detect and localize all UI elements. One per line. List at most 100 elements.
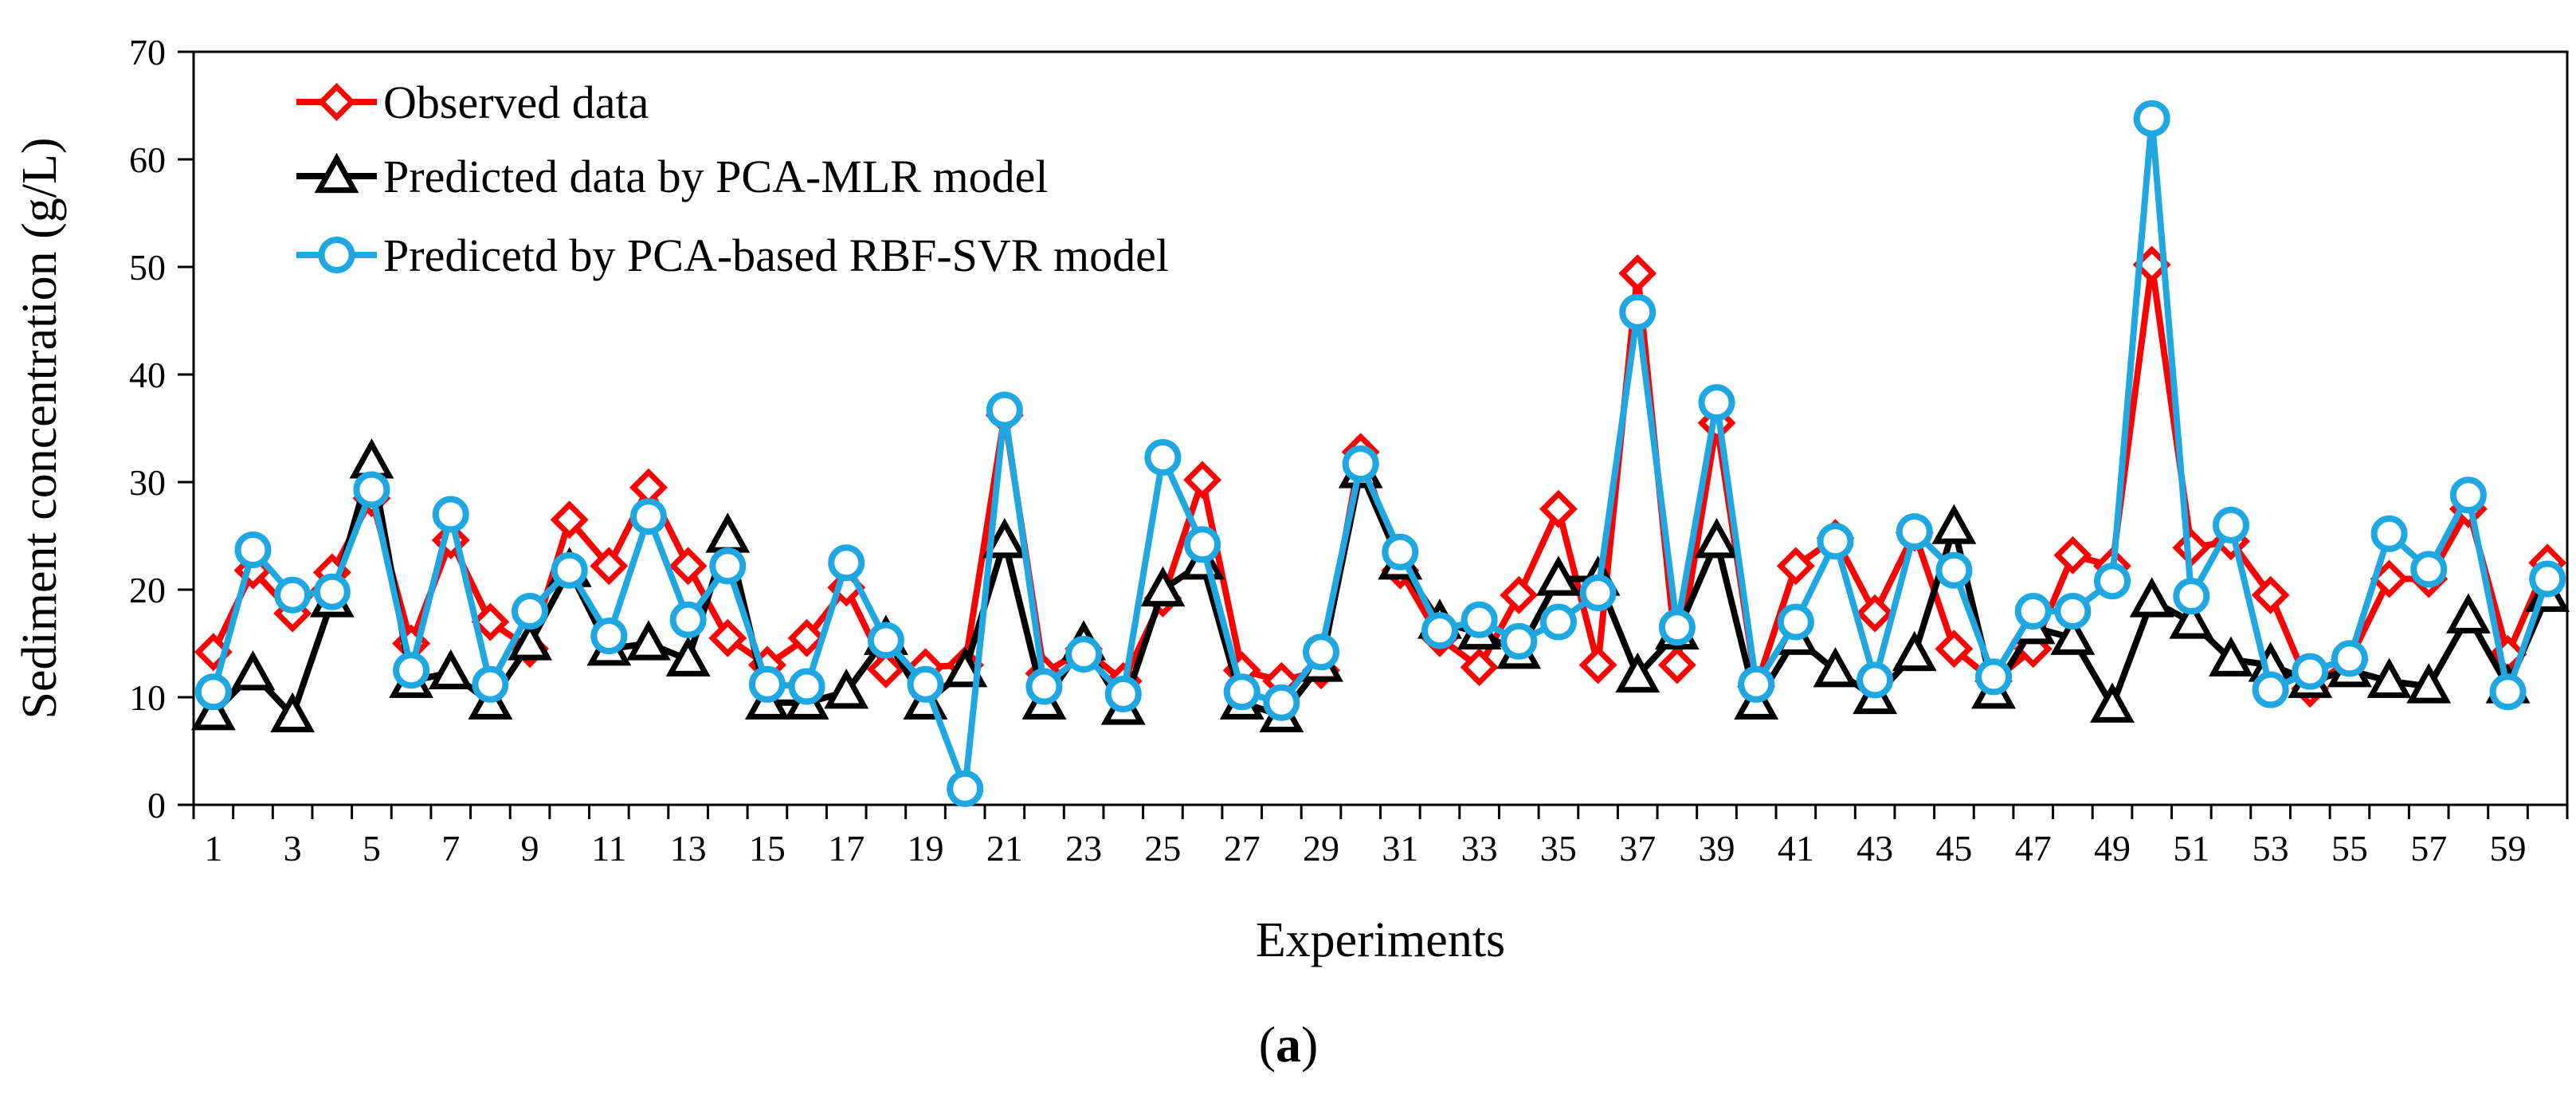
x-tick-label: 47 bbox=[2015, 828, 2052, 869]
mlr-point bbox=[982, 518, 1027, 559]
mlr-point bbox=[705, 512, 751, 553]
x-tick-label: 37 bbox=[1619, 828, 1656, 869]
svr-point bbox=[1144, 438, 1182, 476]
series-layer bbox=[190, 100, 2570, 807]
mlr-point bbox=[508, 620, 552, 661]
legend-label: Predicetd by PCA-based RBF-SVR model bbox=[383, 229, 1169, 281]
x-tick-label: 35 bbox=[1540, 828, 1577, 869]
panel-label-open: ( bbox=[1259, 1016, 1276, 1073]
svr-point bbox=[2252, 671, 2289, 708]
observed-point bbox=[866, 649, 905, 688]
svr-point bbox=[2014, 593, 2052, 630]
mlr-point bbox=[1931, 504, 1977, 544]
svr-point bbox=[788, 668, 825, 705]
x-tick-label: 33 bbox=[1461, 828, 1498, 869]
x-tick-label: 27 bbox=[1224, 828, 1261, 869]
observed-point bbox=[787, 618, 826, 657]
legend-label: Predicted data by PCA-MLR model bbox=[383, 151, 1048, 202]
y-tick-label: 20 bbox=[129, 570, 166, 610]
x-tick-label: 5 bbox=[363, 828, 381, 869]
svr-point bbox=[393, 652, 430, 689]
observed-point bbox=[1539, 489, 1578, 528]
legend-swatch-marker bbox=[317, 83, 356, 121]
x-tick-label: 43 bbox=[1857, 828, 1893, 869]
legend-item-pca-mlr: Predicted data by PCA-MLR model bbox=[296, 151, 1048, 202]
mlr-point bbox=[1892, 630, 1937, 672]
mlr-point bbox=[2129, 577, 2174, 618]
x-tick-label: 39 bbox=[1699, 828, 1735, 869]
observed-point bbox=[669, 547, 708, 586]
svr-point bbox=[828, 544, 865, 582]
svr-point bbox=[1935, 551, 1973, 589]
x-tick-label: 53 bbox=[2253, 828, 2289, 869]
observed-point bbox=[1578, 645, 1617, 684]
x-axis-title: Experiments bbox=[1256, 913, 1505, 967]
mlr-point bbox=[824, 669, 869, 709]
mlr-point bbox=[2050, 614, 2096, 655]
mlr-point bbox=[2090, 682, 2135, 723]
svr-point bbox=[1382, 533, 1419, 571]
svr-point bbox=[194, 673, 232, 711]
svr-point bbox=[2054, 593, 2092, 630]
x-tick-label: 19 bbox=[908, 828, 944, 869]
svr-point bbox=[1539, 603, 1577, 641]
svr-point bbox=[432, 496, 469, 533]
mlr-point bbox=[2406, 663, 2452, 704]
svr-point bbox=[313, 573, 351, 610]
x-tick-label: 15 bbox=[749, 828, 786, 869]
observed-point bbox=[1657, 645, 1696, 684]
observed-point bbox=[2251, 575, 2290, 614]
x-tick-label: 3 bbox=[284, 828, 302, 869]
x-tick-label: 9 bbox=[521, 828, 539, 869]
svr-point bbox=[2410, 551, 2448, 588]
x-tick-label: 11 bbox=[591, 828, 626, 869]
x-tick-label: 29 bbox=[1303, 828, 1339, 869]
x-tick-label: 31 bbox=[1382, 828, 1418, 869]
y-tick-label: 0 bbox=[147, 785, 166, 826]
panel-label-close: ) bbox=[1301, 1016, 1318, 1073]
legend-swatch-marker bbox=[318, 237, 355, 273]
svr-point bbox=[867, 622, 904, 659]
svr-point bbox=[1461, 601, 1498, 638]
mlr-point bbox=[1535, 555, 1581, 596]
svr-point bbox=[1896, 513, 1933, 551]
svr-point bbox=[274, 576, 312, 614]
svr-point bbox=[1500, 622, 1538, 660]
svr-point bbox=[2133, 100, 2170, 137]
legend-label: Observed data bbox=[383, 76, 649, 128]
svr-point bbox=[2173, 578, 2210, 615]
svr-point bbox=[947, 770, 984, 807]
y-axis: 0 10 20 30 40 50 60 70 bbox=[129, 32, 194, 826]
observed-point bbox=[471, 602, 510, 641]
svr-point bbox=[512, 593, 549, 630]
x-tick-label: 45 bbox=[1935, 828, 1972, 869]
mlr-point bbox=[2169, 598, 2214, 639]
svr-point bbox=[1975, 658, 2013, 696]
svr-point bbox=[2212, 507, 2249, 543]
svr-point bbox=[1025, 668, 1063, 705]
x-tick-label: 21 bbox=[986, 828, 1023, 869]
observed-point bbox=[1460, 648, 1499, 687]
svr-point bbox=[1857, 661, 1894, 699]
svr-point bbox=[907, 665, 944, 703]
x-tick-label: 49 bbox=[2094, 828, 2131, 869]
svr-point bbox=[1619, 293, 1657, 331]
svr-point bbox=[1777, 603, 1814, 641]
panel-label: (a) bbox=[1259, 1016, 1319, 1073]
svr-point bbox=[234, 532, 272, 569]
svr-point bbox=[1065, 636, 1103, 673]
mlr-point bbox=[190, 690, 236, 731]
mlr-point bbox=[428, 649, 473, 690]
svr-point bbox=[2489, 673, 2527, 711]
mlr-point bbox=[2445, 593, 2491, 633]
svr-point bbox=[1303, 633, 1340, 671]
x-tick-label: 57 bbox=[2410, 828, 2447, 869]
svr-point bbox=[1223, 673, 1261, 711]
observed-point bbox=[1183, 461, 1222, 500]
x-tick-label: 7 bbox=[441, 828, 460, 869]
x-tick-label: 59 bbox=[2490, 828, 2527, 869]
svr-point bbox=[1817, 523, 1854, 560]
observed-point bbox=[629, 468, 668, 507]
